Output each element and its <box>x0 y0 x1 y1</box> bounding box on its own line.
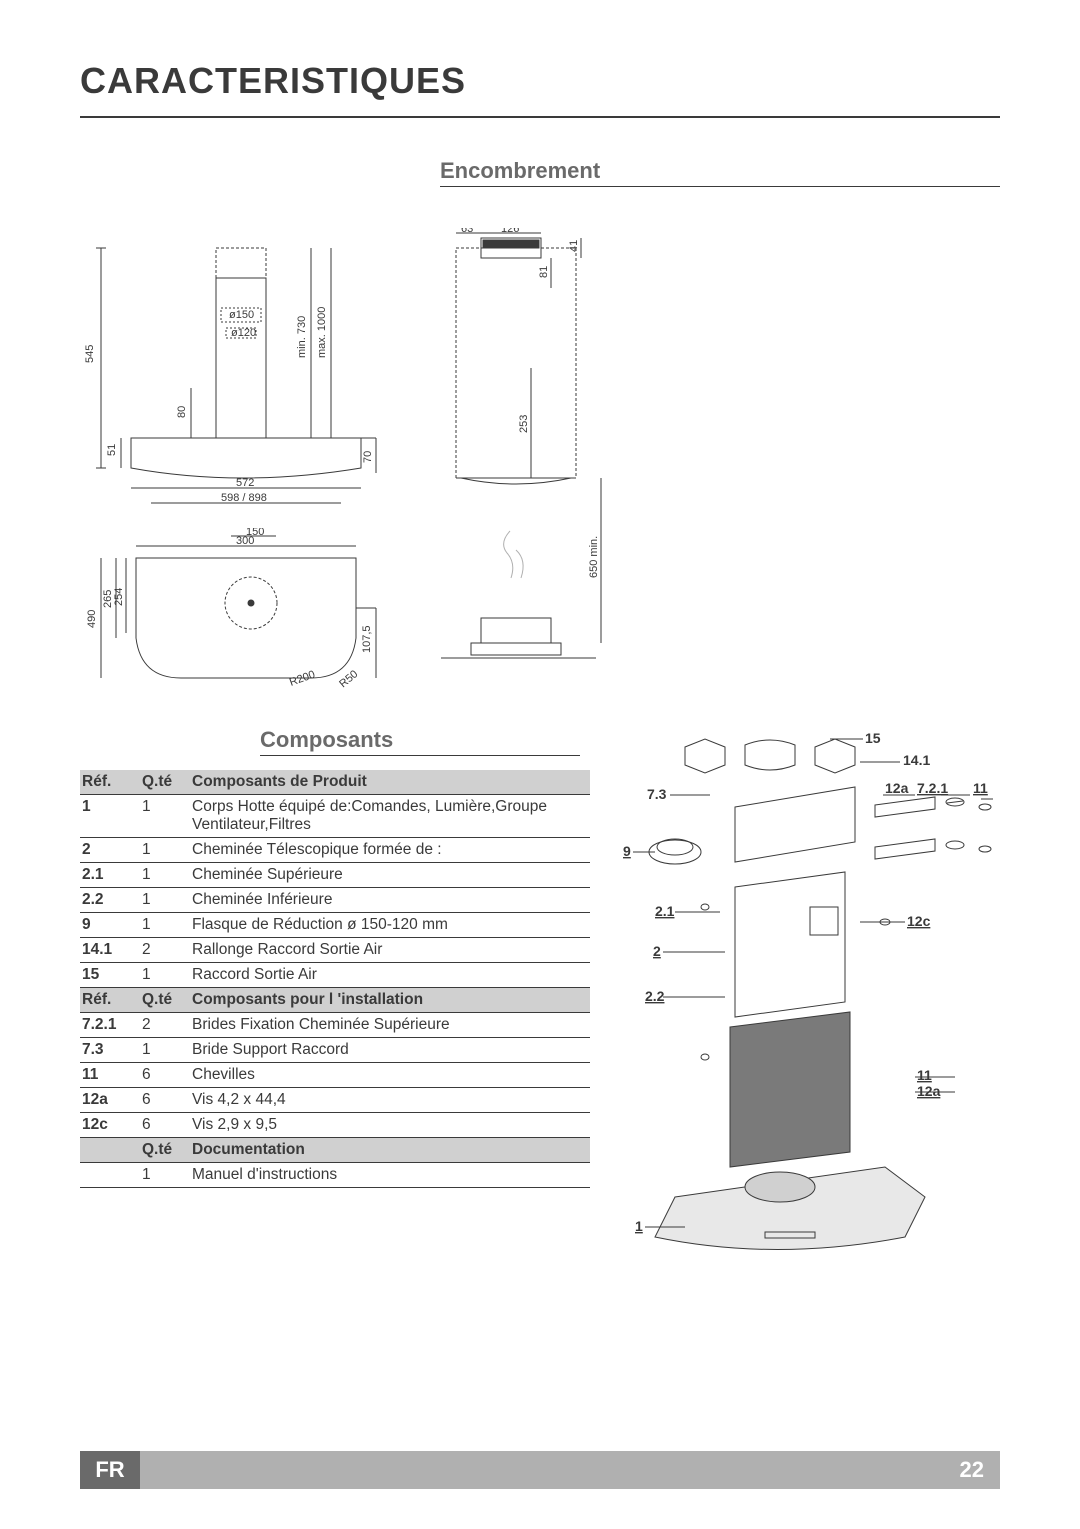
table-header-produit: Réf. Q.té Composants de Produit <box>80 770 590 795</box>
exploded-label: 7.2.1 <box>917 780 948 796</box>
table-row: 12a6Vis 4,2 x 44,4 <box>80 1088 590 1113</box>
exploded-label: 2 <box>653 943 661 959</box>
composants-table: Réf. Q.té Composants de Produit 11Corps … <box>80 770 590 1188</box>
table-row: 1Manuel d'instructions <box>80 1163 590 1188</box>
table-row: 7.2.12Brides Fixation Cheminée Supérieur… <box>80 1013 590 1038</box>
exploded-label: 12a <box>917 1083 941 1099</box>
exploded-label: 14.1 <box>903 752 930 768</box>
dim-598: 598 / 898 <box>221 492 267 504</box>
dim-650min: 650 min. <box>588 536 600 578</box>
footer-bar: 22 <box>140 1451 1000 1489</box>
table-row: 12c6Vis 2,9 x 9,5 <box>80 1113 590 1138</box>
dim-253: 253 <box>518 415 530 433</box>
exploded-label: 15 <box>865 730 881 746</box>
top-view-diagram: 300 150 265 254 490 107,5 R200 R50 <box>80 527 390 697</box>
front-view-diagram: 545 51 80 ø150 ø120 min. 730 max. 1000 5… <box>80 227 390 517</box>
exploded-label: 2.1 <box>655 903 675 919</box>
exploded-label: 2.2 <box>645 988 665 1004</box>
dim-150: 150 <box>246 528 264 538</box>
title-rule <box>80 116 1000 118</box>
dim-d150: ø150 <box>229 309 254 321</box>
table-row: 2.21Cheminée Inférieure <box>80 888 590 913</box>
dim-min730: min. 730 <box>296 316 308 358</box>
table-row: 11Corps Hotte équipé de:Comandes, Lumièr… <box>80 795 590 838</box>
hdr-ref: Réf. <box>80 770 140 795</box>
exploded-label: 12c <box>907 913 931 929</box>
hdr-desc: Composants de Produit <box>190 770 590 795</box>
dim-70: 70 <box>362 451 374 463</box>
dim-d120: ø120 <box>231 327 256 339</box>
dim-254: 254 <box>113 588 125 606</box>
dim-1075: 107,5 <box>361 625 373 653</box>
exploded-label: 9 <box>623 843 631 859</box>
exploded-label: 1 <box>635 1218 643 1234</box>
exploded-view-diagram: 15 14.1 7.3 12a 7.2.1 11 9 2.1 12c 2 2.2… <box>610 727 1000 1292</box>
dim-r200: R200 <box>288 669 317 689</box>
side-install-diagram: 63 126 41 81 253 650 min. <box>420 227 630 697</box>
table-row: 2.11Cheminée Supérieure <box>80 863 590 888</box>
page-title: CARACTERISTIQUES <box>80 60 1000 110</box>
hdr-qty: Q.té <box>140 770 190 795</box>
dim-572: 572 <box>236 477 254 489</box>
dimension-diagrams: 545 51 80 ø150 ø120 min. 730 max. 1000 5… <box>80 227 1000 697</box>
exploded-label: 7.3 <box>647 786 667 802</box>
table-row: 116Chevilles <box>80 1063 590 1088</box>
dim-126: 126 <box>501 228 519 235</box>
dim-r50: R50 <box>337 668 360 690</box>
table-header-documentation: Q.té Documentation <box>80 1138 590 1163</box>
table-header-installation: Réf. Q.té Composants pour l 'installatio… <box>80 988 590 1013</box>
dim-51: 51 <box>106 444 118 456</box>
dim-545: 545 <box>84 345 96 363</box>
exploded-label: 11 <box>973 780 988 796</box>
section-composants-title: Composants <box>260 727 580 756</box>
exploded-label: 12a <box>885 780 909 796</box>
dim-80: 80 <box>176 406 188 418</box>
footer-lang-badge: FR <box>80 1451 140 1489</box>
table-row: 151Raccord Sortie Air <box>80 963 590 988</box>
dim-490: 490 <box>86 610 98 628</box>
footer-page-number: 22 <box>960 1457 984 1483</box>
dim-41: 41 <box>568 240 580 252</box>
table-row: 91Flasque de Réduction ø 150-120 mm <box>80 913 590 938</box>
dim-max1000: max. 1000 <box>316 307 328 358</box>
table-row: 21Cheminée Télescopique formée de : <box>80 838 590 863</box>
section-encombrement-title: Encombrement <box>440 158 1000 187</box>
page-footer: FR 22 <box>80 1451 1000 1489</box>
table-row: 14.12Rallonge Raccord Sortie Air <box>80 938 590 963</box>
exploded-label: 11 <box>917 1067 932 1083</box>
dim-81: 81 <box>538 266 550 278</box>
table-row: 7.31Bride Support Raccord <box>80 1038 590 1063</box>
dim-63: 63 <box>461 228 473 235</box>
